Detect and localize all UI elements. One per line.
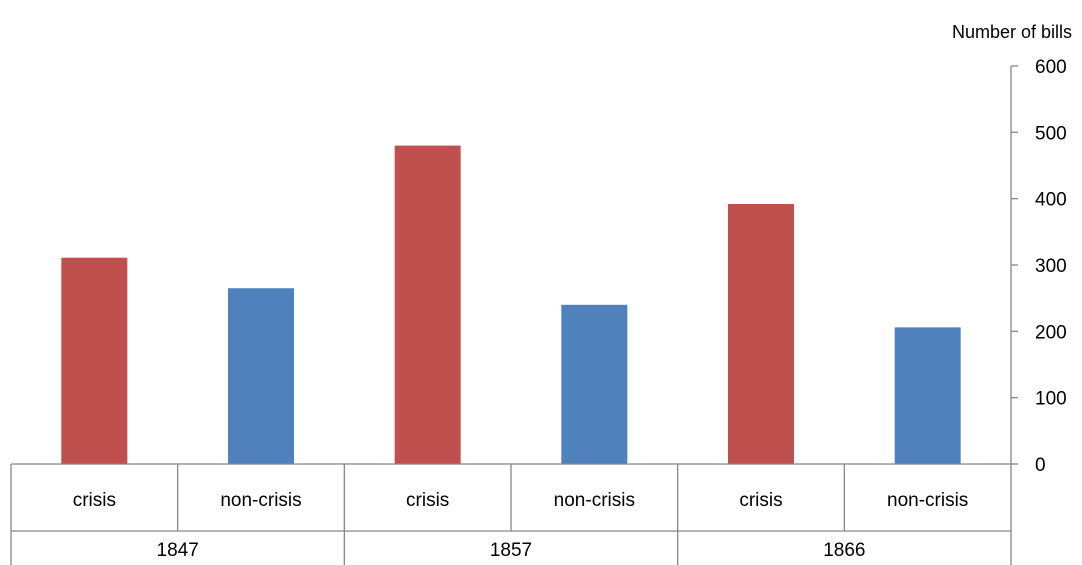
category-label: non-crisis bbox=[554, 490, 635, 511]
y-tick-label: 0 bbox=[1035, 455, 1046, 476]
y-ticks-layer: 0 100 200 300 400 500 600 bbox=[1011, 57, 1067, 476]
y-axis-title: Number of bills bbox=[952, 22, 1072, 42]
y-tick-label: 200 bbox=[1035, 322, 1067, 343]
group-label-1857: 1857 bbox=[490, 540, 532, 561]
y-tick-label: 600 bbox=[1035, 57, 1067, 78]
bar-1847-non-crisis bbox=[228, 288, 294, 464]
y-tick-label: 300 bbox=[1035, 256, 1067, 277]
axes-layer bbox=[10, 66, 1012, 565]
bar-1866-crisis bbox=[728, 203, 794, 464]
bar-1857-crisis bbox=[394, 145, 461, 464]
bars-layer bbox=[61, 145, 961, 464]
category-label: crisis bbox=[739, 490, 782, 511]
y-tick-label: 500 bbox=[1035, 123, 1067, 144]
group-label-1866: 1866 bbox=[823, 540, 865, 561]
bar-1866-non-crisis bbox=[894, 327, 961, 464]
y-tick-label: 400 bbox=[1035, 190, 1067, 211]
category-label: crisis bbox=[406, 490, 449, 511]
bar-1847-crisis bbox=[61, 257, 128, 464]
category-label: non-crisis bbox=[887, 490, 968, 511]
group-label-1847: 1847 bbox=[157, 540, 199, 561]
category-label: non-crisis bbox=[220, 490, 301, 511]
y-tick-label: 100 bbox=[1035, 389, 1067, 410]
category-label: crisis bbox=[73, 490, 116, 511]
bar-1857-non-crisis bbox=[561, 304, 628, 464]
category-labels-layer: crisis non-crisis crisis non-crisis crisis no… bbox=[73, 490, 969, 561]
